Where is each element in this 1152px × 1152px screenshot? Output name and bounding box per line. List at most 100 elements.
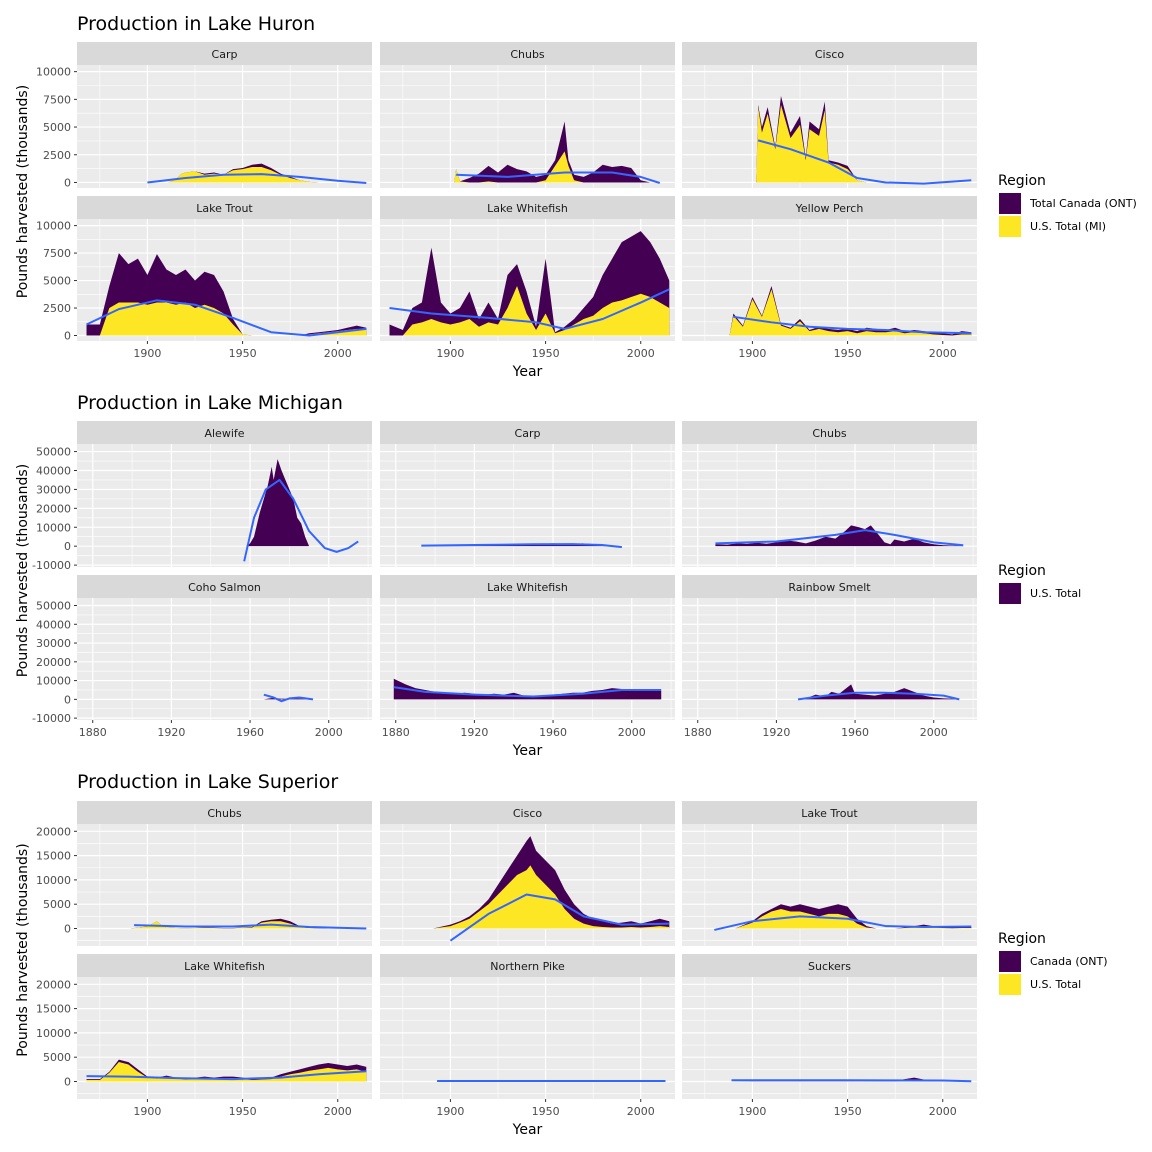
smooth-line [731, 1079, 972, 1083]
panel-background [380, 977, 675, 1099]
y-tick-label: 20000 [36, 978, 71, 991]
area-u-s-total-mi [86, 302, 367, 336]
x-tick-label: 1880 [79, 726, 107, 739]
panel-data [389, 121, 670, 184]
panel-lake-whitefish: Lake Whitefish 1900 1950 2000 [380, 196, 675, 360]
panel-strip [380, 196, 675, 219]
area-u-s-total [715, 525, 964, 547]
panel-strip-label: Coho Salmon [188, 581, 261, 594]
y-tick-label: 30000 [36, 483, 71, 496]
legend-label: Canada (ONT) [1030, 955, 1108, 968]
panel-strip-label: Cisco [513, 807, 543, 820]
panel-data [86, 918, 367, 930]
y-tick-label: 50000 [36, 600, 71, 613]
panel-strip-label: Rainbow Smelt [788, 581, 871, 594]
panel-data [389, 231, 670, 336]
y-tick-label: 2500 [43, 149, 71, 162]
x-tick-label: 2000 [315, 726, 343, 739]
legend-label: Total Canada (ONT) [1029, 197, 1137, 210]
legend: Region Total Canada (ONT) U.S. Total (MI) [998, 173, 1137, 237]
legend-key-u-s-total [999, 974, 1021, 995]
y-tick-label: -10000 [32, 712, 71, 725]
y-tick-label: 5000 [43, 898, 71, 911]
area-total-canada-ont [86, 163, 367, 183]
x-tick-label: 1920 [157, 726, 185, 739]
y-tick-label: 0 [64, 693, 71, 706]
area-u-s-total-mi [389, 286, 670, 336]
legend-key-u-s-total [999, 583, 1021, 604]
panel-suckers: Suckers 1900 1950 2000 [682, 954, 977, 1118]
panel-strip-label: Chubs [812, 427, 847, 440]
smooth-line [757, 139, 972, 185]
panel-background [380, 444, 675, 567]
panel-strip [682, 575, 977, 598]
legend-key-total-canada-ont [999, 193, 1021, 214]
x-tick-label: 1920 [762, 726, 790, 739]
x-axis-title: Year [512, 364, 543, 380]
smooth-line [134, 923, 367, 930]
panel-background [380, 598, 675, 720]
x-tick-label: 1950 [229, 1105, 257, 1118]
y-tick-label: 0 [64, 923, 71, 936]
panel-strip-label: Chubs [510, 48, 545, 61]
y-axis-title: Pounds harvested (thousands) [15, 85, 31, 298]
panel-strip-label: Cisco [815, 48, 845, 61]
area-u-s-total [389, 865, 670, 929]
legend: Region U.S. Total [998, 563, 1081, 604]
y-tick-label: 40000 [36, 618, 71, 631]
x-tick-label: 1900 [738, 1105, 766, 1118]
panel-chubs: Chubs [682, 421, 977, 567]
panel-data [263, 693, 314, 703]
chart-title: Production in Lake Huron [77, 13, 315, 35]
panel-data [421, 543, 623, 549]
panel-strip [380, 954, 675, 977]
smooth-line [393, 686, 662, 698]
legend-key-u-s-total-mi [999, 216, 1021, 237]
panel-data [393, 678, 662, 700]
y-tick-label: 10000 [36, 66, 71, 79]
y-axis-title: Pounds harvested (thousands) [15, 464, 31, 677]
y-tick-label: 7500 [43, 247, 71, 260]
panel-grid [77, 65, 372, 188]
panel-cisco: Cisco [682, 42, 977, 188]
panel-strip-label: Carp [515, 427, 541, 440]
x-tick-label: 1960 [236, 726, 264, 739]
panel-coho-salmon: Coho Salmon -10000 0 10000 20000 30000 40000 50… [32, 575, 372, 739]
y-tick-label: 5000 [43, 1051, 71, 1064]
x-tick-label: 2000 [324, 1105, 352, 1118]
panel-chubs: Chubs 0 5000 10000 15000 20000 [36, 801, 372, 946]
smooth-line [147, 173, 367, 185]
panel-background [682, 444, 977, 567]
x-tick-label: 1900 [436, 1105, 464, 1118]
panel-strip-label: Alewife [204, 427, 244, 440]
y-tick-label: -10000 [32, 559, 71, 572]
panel-chubs: Chubs [380, 42, 675, 188]
x-axis-title: Year [512, 743, 543, 759]
x-tick-label: 2000 [929, 1105, 957, 1118]
panel-strip-label: Lake Trout [196, 202, 253, 215]
panel-strip [682, 801, 977, 824]
x-tick-label: 1900 [738, 347, 766, 360]
x-tick-label: 1900 [133, 1105, 161, 1118]
y-tick-label: 0 [64, 176, 71, 189]
panel-strip-label: Yellow Perch [795, 202, 864, 215]
y-tick-label: 0 [64, 540, 71, 553]
y-tick-label: 0 [64, 1076, 71, 1089]
panel-strip [380, 801, 675, 824]
y-tick-label: 15000 [36, 1003, 71, 1016]
chart-3: Production in Lake Superior Pounds harves… [15, 771, 1108, 1138]
area-u-s-total [244, 459, 310, 547]
chart-title: Production in Lake Michigan [77, 392, 343, 414]
panel-data [731, 1077, 972, 1083]
panel-background [77, 598, 372, 720]
x-tick-label: 2000 [929, 347, 957, 360]
panel-background [682, 977, 977, 1099]
y-tick-label: 10000 [36, 874, 71, 887]
y-tick-label: 5000 [43, 121, 71, 134]
x-tick-label: 1880 [684, 726, 712, 739]
area-u-s-total-mi [691, 289, 972, 336]
y-tick-label: 15000 [36, 850, 71, 863]
y-tick-label: 30000 [36, 637, 71, 650]
x-tick-label: 1900 [436, 347, 464, 360]
smooth-line [714, 915, 972, 931]
